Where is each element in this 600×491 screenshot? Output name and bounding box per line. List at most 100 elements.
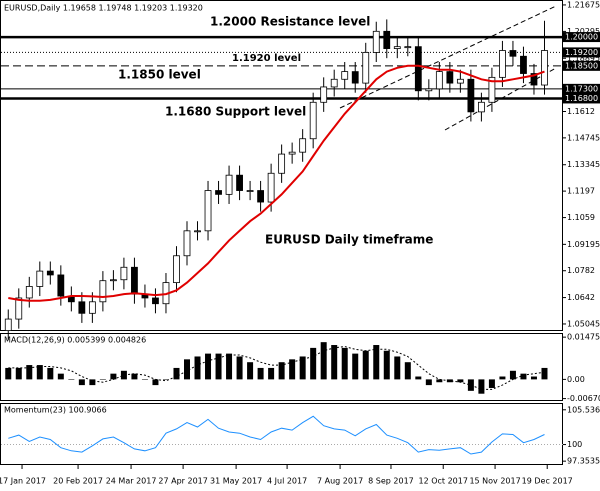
macd-bar xyxy=(57,373,64,380)
candle-body xyxy=(425,88,433,92)
y-tick-label: 1.13345 xyxy=(567,160,600,169)
macd-bar xyxy=(320,342,327,380)
candle-body xyxy=(520,55,527,74)
x-tick-label: 17 Jan 2017 xyxy=(0,477,46,486)
y-tick-label: 1.0642 xyxy=(567,293,595,302)
level-label: 1.20000 xyxy=(565,33,598,42)
macd-bar xyxy=(78,379,85,386)
macd-bar xyxy=(5,367,12,380)
macd-bar xyxy=(268,367,275,380)
chart-header: EURUSD,Daily 1.19658 1.19748 1.19203 1.1… xyxy=(4,4,203,13)
candle-body xyxy=(78,301,86,314)
channel-lower xyxy=(444,67,557,131)
candle-body xyxy=(351,71,359,84)
y-tick-label: 1.18895 xyxy=(567,54,600,63)
macd-bar xyxy=(15,367,22,380)
level-tag xyxy=(563,60,600,71)
candle-body xyxy=(120,266,128,281)
level-label: 1.16800 xyxy=(565,94,598,103)
candle-body xyxy=(299,138,307,153)
y-tick-label: 0.00 xyxy=(567,375,585,384)
macd-bar xyxy=(530,376,537,380)
candle-body xyxy=(225,174,233,195)
x-tick-label: 12 Oct 2017 xyxy=(418,477,467,486)
candle-body xyxy=(383,30,391,49)
y-tick-label: 1.21675 xyxy=(567,0,600,9)
moving-average xyxy=(8,64,545,302)
level-tag xyxy=(563,32,600,43)
candle-body xyxy=(488,76,496,103)
candle-body xyxy=(530,73,538,86)
x-tick-label: 4 Jul 2017 xyxy=(267,477,307,486)
macd-bar xyxy=(425,379,432,386)
macd-bar xyxy=(331,345,338,380)
annotation: 1.2000 Resistance level xyxy=(210,15,370,29)
level-label: 1.17300 xyxy=(565,84,598,93)
x-tick-label: 20 Feb 2017 xyxy=(53,477,103,486)
y-tick-label: 97.3535 xyxy=(567,457,600,466)
candle-body xyxy=(341,71,349,80)
macd-bar xyxy=(278,362,285,380)
candle-body xyxy=(183,230,191,257)
candle-body xyxy=(57,274,65,297)
candle-body xyxy=(477,101,485,113)
x-tick-label: 8 Sep 2017 xyxy=(368,477,414,486)
macd-bar xyxy=(141,379,148,380)
candle-body xyxy=(36,270,44,287)
macd-bar xyxy=(373,345,380,380)
y-tick-label: 1.1612 xyxy=(567,107,595,116)
macd-signal xyxy=(8,345,545,390)
candle-body xyxy=(46,270,54,276)
level-tag xyxy=(563,93,600,104)
x-tick-label: 24 Mar 2017 xyxy=(106,477,157,486)
level-tag xyxy=(563,47,600,58)
macd-bar xyxy=(446,379,453,383)
y-tick-label: 1.0782 xyxy=(567,266,595,275)
macd-bar xyxy=(226,353,233,380)
macd-bar xyxy=(26,365,33,380)
macd-bar xyxy=(289,359,296,380)
macd-bar xyxy=(120,370,127,380)
macd-title: MACD(12,26,9) 0.005399 0.004826 xyxy=(4,336,146,345)
x-tick-label: 7 Aug 2017 xyxy=(317,477,363,486)
macd-bar xyxy=(352,353,359,380)
candle-body xyxy=(499,50,506,78)
annotation: 1.1920 level xyxy=(232,53,301,64)
candle-body xyxy=(99,280,107,303)
macd-bar xyxy=(173,367,180,380)
candle-body xyxy=(467,78,475,113)
candle-body xyxy=(393,46,401,49)
y-tick-label: 1.05045 xyxy=(567,319,600,328)
annotation: 1.1680 Support level xyxy=(165,105,306,119)
candle-body xyxy=(288,151,296,155)
candle-body xyxy=(131,266,138,295)
macd-bar xyxy=(299,356,306,380)
macd-bar xyxy=(404,362,411,380)
candle-body xyxy=(88,301,96,314)
y-tick-label: 105.5363 xyxy=(567,405,600,414)
candle-body xyxy=(541,50,548,86)
level-label: 1.19200 xyxy=(565,48,598,57)
candle-body xyxy=(362,52,370,84)
candle-body xyxy=(236,174,243,191)
macd-bar xyxy=(152,379,159,386)
candle-body xyxy=(194,230,201,233)
candle-body xyxy=(404,46,412,49)
candle-body xyxy=(257,190,265,203)
candle-body xyxy=(320,86,328,103)
candle-body xyxy=(215,190,222,195)
level-label: 1.18500 xyxy=(565,61,598,70)
main-frame xyxy=(0,0,563,331)
macd-bar xyxy=(436,379,443,383)
macd-bar xyxy=(47,367,54,380)
macd-bar xyxy=(383,350,390,380)
y-tick-label: 1.1197 xyxy=(567,187,595,196)
x-tick-label: 15 Nov 2017 xyxy=(469,477,520,486)
macd-bar xyxy=(467,379,474,391)
macd-bar xyxy=(68,379,75,380)
candle-body xyxy=(4,318,12,331)
y-tick-label: 0.01475 xyxy=(567,333,600,342)
momentum-line xyxy=(8,415,545,455)
candle-body xyxy=(15,297,23,320)
